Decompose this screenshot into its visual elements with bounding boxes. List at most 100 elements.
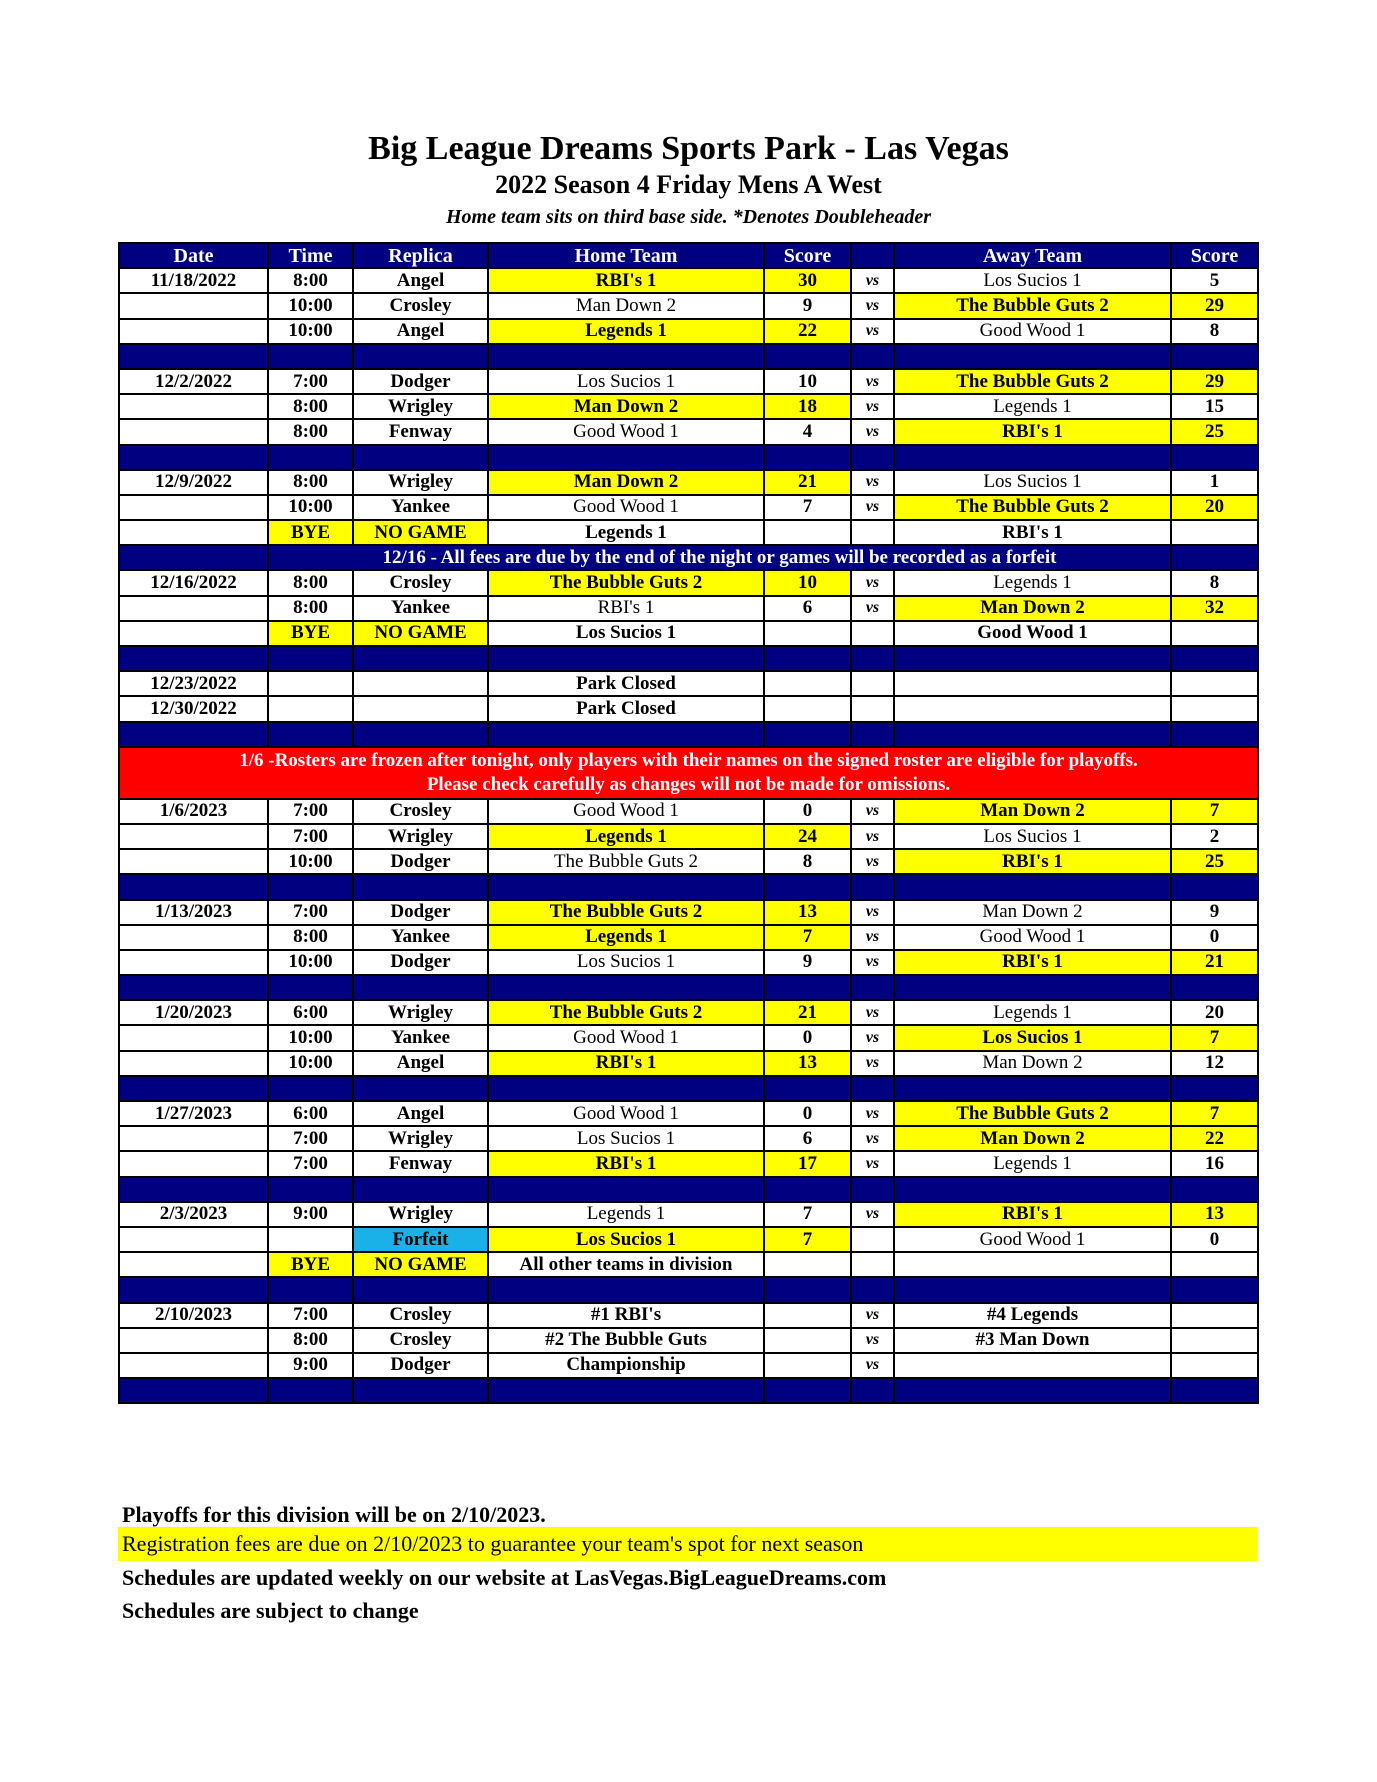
game-replica: Wrigley	[352, 393, 489, 421]
game-time: BYE	[267, 519, 354, 547]
game-time: 7:00	[267, 822, 354, 851]
game-replica: Angel	[352, 1099, 489, 1128]
game-replica: Wrigley	[352, 999, 489, 1027]
game-replica: Crosley	[352, 292, 489, 320]
home-score: 6	[763, 594, 852, 622]
separator-cell	[267, 1175, 354, 1203]
separator-cell	[118, 342, 269, 370]
game-replica: Dodger	[352, 948, 489, 977]
separator-cell	[487, 342, 765, 370]
game-time: 8:00	[267, 569, 354, 597]
separator-cell	[850, 1377, 895, 1405]
away-score: 2	[1170, 822, 1259, 851]
separator-cell	[893, 1074, 1172, 1103]
home-score: 9	[763, 948, 852, 977]
vs-label: vs	[850, 292, 895, 320]
vs-label: vs	[850, 1125, 895, 1153]
separator-cell	[352, 1276, 489, 1304]
vs-label: vs	[850, 594, 895, 622]
separator-cell	[1170, 443, 1259, 471]
separator-cell	[763, 1377, 852, 1405]
separator-cell	[352, 1074, 489, 1103]
game-row: 12/16/2022 8:00 Crosley The Bubble Guts 2 10…	[118, 569, 1259, 597]
game-row: 10:00 Yankee Good Wood 1 7 vs The Bubble Guts…	[118, 493, 1259, 522]
game-time: 8:00	[267, 468, 354, 496]
col-vs	[850, 241, 895, 270]
game-time: 10:00	[267, 1049, 354, 1077]
home-team: Good Wood 1	[487, 418, 765, 446]
away-team: The Bubble Guts 2	[893, 493, 1172, 522]
separator-cell	[850, 873, 895, 901]
game-row: 7:00 Fenway RBI's 1 17 vs Legends 1 16	[118, 1150, 1259, 1178]
game-date	[118, 923, 269, 951]
away-team: The Bubble Guts 2	[893, 1099, 1172, 1128]
home-team: #2 The Bubble Guts	[487, 1326, 765, 1354]
separator-row	[118, 644, 1259, 673]
game-time	[267, 1225, 354, 1254]
away-team: Los Sucios 1	[893, 1024, 1172, 1052]
separator-cell	[267, 342, 354, 370]
separator-cell	[352, 1377, 489, 1405]
game-date: 12/16/2022	[118, 569, 269, 597]
game-date: 1/13/2023	[118, 898, 269, 926]
home-team: Park Closed	[487, 670, 765, 698]
col-replica: Replica	[352, 241, 489, 270]
away-team: RBI's 1	[893, 418, 1172, 446]
separator-cell	[352, 720, 489, 748]
away-score	[1170, 519, 1259, 547]
home-score: 7	[763, 1225, 852, 1254]
fees-notice-row: 12/16 - All fees are due by the end of t…	[118, 544, 1259, 572]
home-score: 7	[763, 1200, 852, 1228]
separator-cell	[118, 644, 269, 673]
separator-cell	[893, 342, 1172, 370]
change-note: Schedules are subject to change	[122, 1598, 419, 1623]
game-replica: Yankee	[352, 594, 489, 622]
game-date	[118, 948, 269, 977]
away-team: Los Sucios 1	[893, 267, 1172, 295]
game-replica: Dodger	[352, 1351, 489, 1380]
separator-cell	[850, 974, 895, 1002]
home-team: Legends 1	[487, 923, 765, 951]
game-time: 10:00	[267, 317, 354, 345]
game-replica: Forfeit	[352, 1225, 489, 1254]
away-score: 25	[1170, 418, 1259, 446]
game-time: 7:00	[267, 1301, 354, 1329]
separator-cell	[267, 644, 354, 673]
col-date: Date	[118, 241, 269, 270]
separator-cell	[118, 720, 269, 748]
home-team: Legends 1	[487, 1200, 765, 1228]
game-replica: Yankee	[352, 923, 489, 951]
home-score	[763, 695, 852, 723]
vs-label: vs	[850, 999, 895, 1027]
playoffs-note: Playoffs for this division will be on 2/…	[122, 1502, 546, 1527]
separator-row	[118, 720, 1259, 748]
away-score	[1170, 1251, 1259, 1279]
away-team: Los Sucios 1	[893, 468, 1172, 496]
away-team: Good Wood 1	[893, 317, 1172, 345]
home-team: #1 RBI's	[487, 1301, 765, 1329]
home-score: 4	[763, 418, 852, 446]
away-score: 20	[1170, 493, 1259, 522]
home-team: Los Sucios 1	[487, 1225, 765, 1254]
game-time: 10:00	[267, 493, 354, 522]
game-row: 12/23/2022 Park Closed	[118, 670, 1259, 698]
away-team: Man Down 2	[893, 898, 1172, 926]
separator-cell	[118, 1175, 269, 1203]
home-team: Los Sucios 1	[487, 1125, 765, 1153]
vs-label: vs	[850, 923, 895, 951]
separator-cell	[487, 443, 765, 471]
home-team: RBI's 1	[487, 1150, 765, 1178]
separator-cell	[850, 1074, 895, 1103]
home-score: 6	[763, 1125, 852, 1153]
separator-cell	[267, 974, 354, 1002]
separator-cell	[763, 1276, 852, 1304]
separator-cell	[487, 1276, 765, 1304]
away-team: #4 Legends	[893, 1301, 1172, 1329]
vs-label: vs	[850, 1200, 895, 1228]
game-time: 7:00	[267, 1125, 354, 1153]
vs-label	[850, 519, 895, 547]
away-score	[1170, 1301, 1259, 1329]
vs-label: vs	[850, 569, 895, 597]
vs-label: vs	[850, 1024, 895, 1052]
